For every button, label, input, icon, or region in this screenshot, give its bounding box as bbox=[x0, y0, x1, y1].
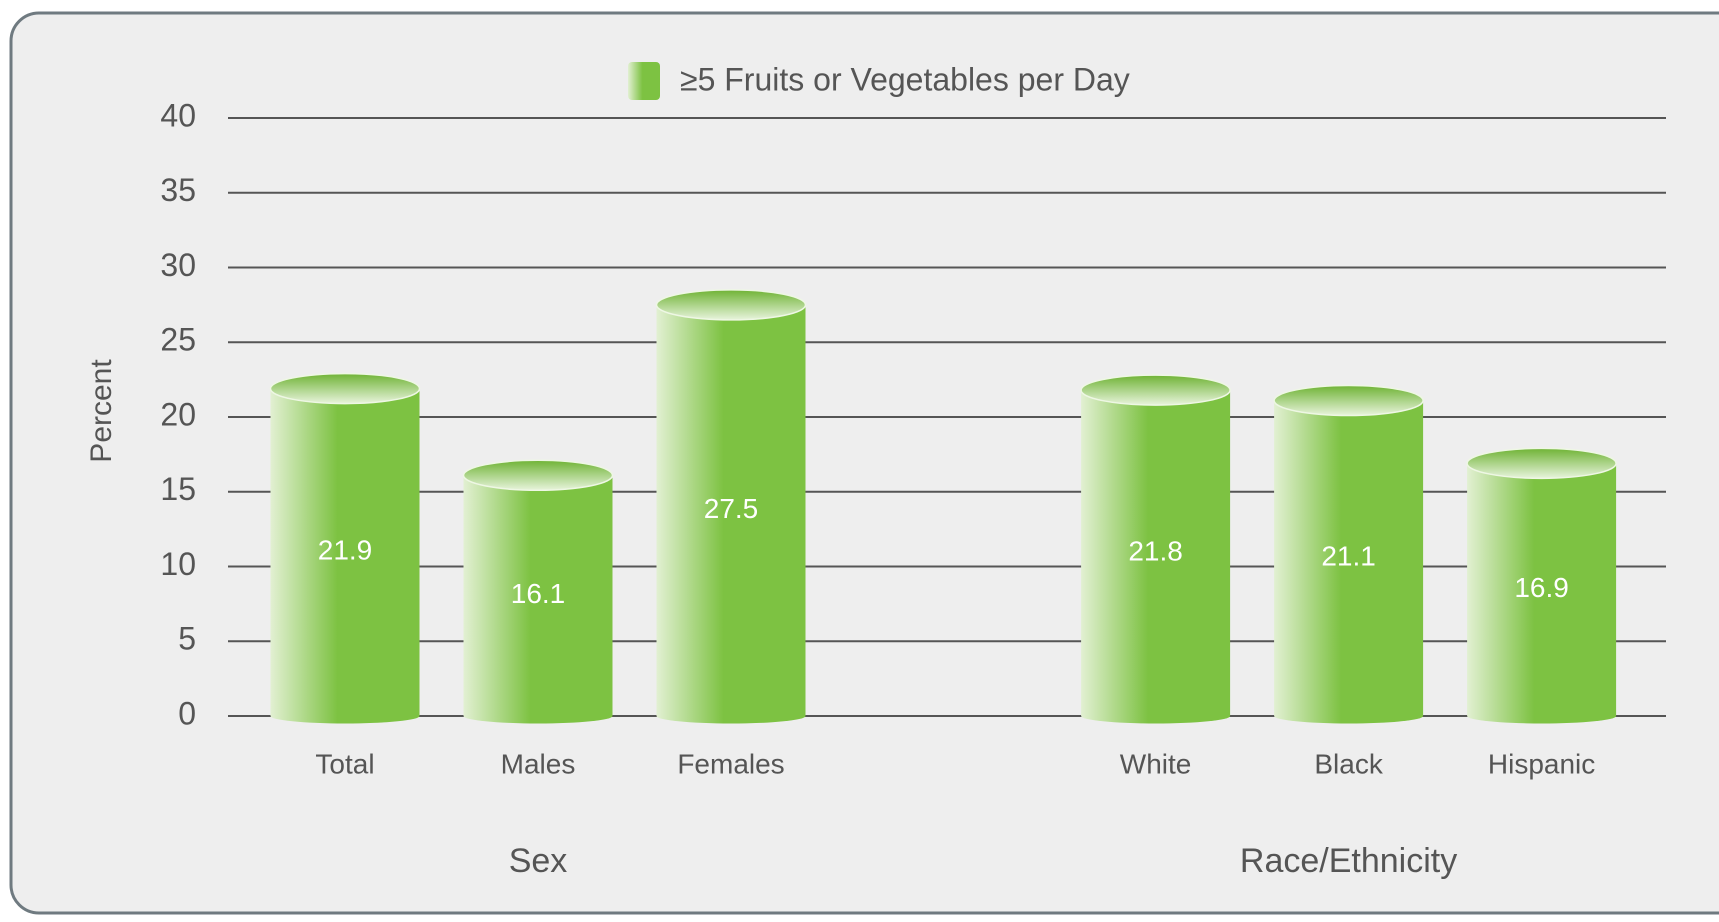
y-tick-label: 25 bbox=[160, 322, 196, 358]
y-tick-label: 20 bbox=[160, 396, 196, 432]
x-tick-label: Females bbox=[677, 748, 784, 779]
bar-top bbox=[1466, 447, 1617, 480]
bar-top bbox=[655, 289, 807, 321]
y-tick-label: 30 bbox=[160, 247, 196, 283]
x-tick-label: White bbox=[1120, 748, 1192, 779]
bar-top bbox=[1273, 384, 1424, 417]
y-axis-label: Percent bbox=[85, 359, 118, 463]
y-tick-label: 35 bbox=[160, 172, 196, 208]
y-tick-label: 5 bbox=[178, 621, 196, 657]
legend-label: ≥5 Fruits or Vegetables per Day bbox=[680, 61, 1130, 97]
bar-top bbox=[1080, 374, 1231, 406]
group-label: Race/Ethnicity bbox=[1240, 842, 1457, 880]
value-label: 21.9 bbox=[318, 535, 373, 566]
y-tick-label: 40 bbox=[160, 97, 196, 133]
bar bbox=[1081, 390, 1231, 724]
bar bbox=[1467, 463, 1617, 724]
y-tick-label: 10 bbox=[160, 546, 196, 582]
x-tick-label: Total bbox=[315, 748, 374, 779]
x-tick-label: Black bbox=[1314, 748, 1383, 779]
legend-swatch bbox=[628, 62, 660, 100]
bar bbox=[270, 388, 420, 724]
x-tick-label: Hispanic bbox=[1488, 748, 1595, 779]
value-label: 21.8 bbox=[1128, 535, 1183, 566]
x-tick-label: Males bbox=[501, 748, 576, 779]
value-label: 21.1 bbox=[1321, 541, 1376, 572]
bar bbox=[656, 304, 806, 724]
bar bbox=[1274, 400, 1424, 724]
value-label: 27.5 bbox=[704, 493, 759, 524]
frame bbox=[9, 11, 1719, 915]
group-label: Sex bbox=[509, 842, 568, 880]
value-label: 16.9 bbox=[1514, 572, 1569, 603]
bar-top bbox=[462, 459, 614, 492]
value-label: 16.1 bbox=[511, 578, 566, 609]
y-tick-label: 0 bbox=[178, 695, 196, 731]
bar bbox=[463, 475, 613, 724]
bar-top bbox=[269, 372, 421, 405]
y-tick-label: 15 bbox=[160, 471, 196, 507]
